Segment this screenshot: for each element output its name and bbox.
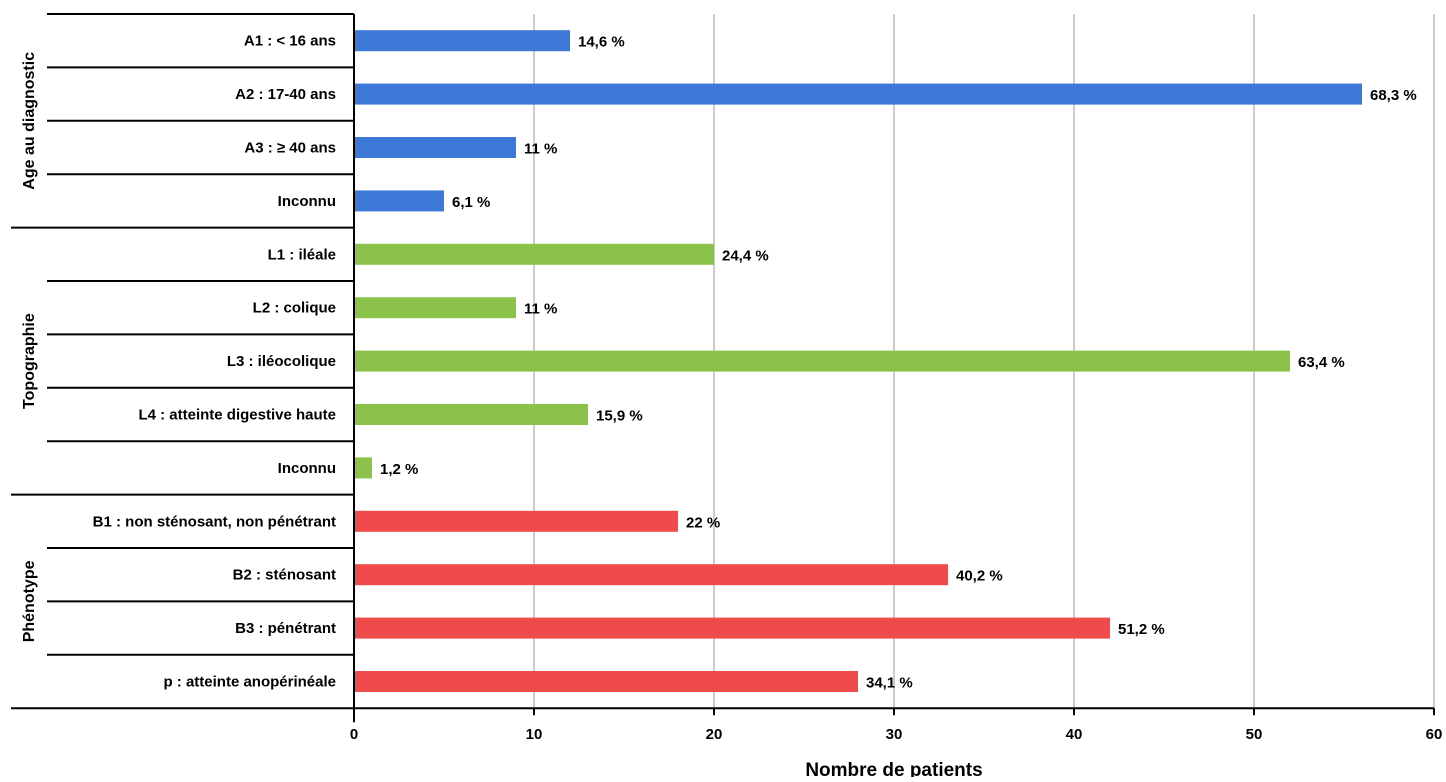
- category-label: B3 : pénétrant: [235, 620, 336, 637]
- bar: [354, 297, 516, 319]
- bar: [354, 83, 1362, 105]
- data-label: 6,1 %: [452, 194, 490, 211]
- category-label: B1 : non sténosant, non pénétrant: [93, 513, 336, 530]
- labels: A1 : < 16 ans 14,6 % A2 : 17-40 ans 68,3 % A…: [21, 33, 1442, 744]
- bar: [354, 30, 570, 52]
- data-label: 24,4 %: [722, 247, 769, 264]
- bars: [354, 30, 1362, 692]
- category-label: B2 : sténosant: [233, 567, 336, 584]
- category-label: L4 : atteinte digestive haute: [138, 407, 336, 424]
- data-label: 34,1 %: [866, 675, 913, 692]
- data-label: 63,4 %: [1298, 354, 1345, 371]
- bar: [354, 350, 1290, 372]
- bar: [354, 617, 1110, 639]
- x-axis-title: Nombre de patients: [805, 760, 982, 777]
- category-label: A3 : ≥ 40 ans: [244, 140, 336, 157]
- category-label: Inconnu: [278, 460, 336, 477]
- bar: [354, 137, 516, 158]
- group-label: Age au diagnostic: [21, 52, 38, 190]
- category-label: L2 : colique: [253, 300, 336, 317]
- bar: [354, 457, 372, 479]
- x-tick-label: 60: [1426, 726, 1443, 743]
- group-label: Phénotype: [21, 560, 38, 642]
- data-label: 11 %: [524, 301, 557, 318]
- data-label: 51,2 %: [1118, 621, 1165, 638]
- x-tick-label: 50: [1246, 726, 1263, 743]
- bar: [354, 190, 444, 212]
- data-label: 22 %: [686, 514, 720, 531]
- bar: [354, 671, 858, 692]
- data-label: 68,3 %: [1370, 87, 1417, 104]
- data-label: 11 %: [524, 141, 557, 158]
- category-label: L3 : iléocolique: [227, 353, 336, 370]
- category-label: L1 : iléale: [268, 246, 336, 263]
- bar: [354, 564, 948, 586]
- data-label: 40,2 %: [956, 568, 1003, 585]
- bar: [354, 404, 588, 425]
- category-label: A1 : < 16 ans: [244, 33, 336, 50]
- category-label: p : atteinte anopérinéale: [163, 674, 336, 691]
- bar: [354, 243, 714, 265]
- category-label: Inconnu: [278, 193, 336, 210]
- x-tick-label: 10: [526, 726, 543, 743]
- data-label: 14,6 %: [578, 34, 625, 51]
- x-tick-label: 40: [1066, 726, 1083, 743]
- data-label: 1,2 %: [380, 461, 418, 478]
- category-frame: [11, 13, 1435, 723]
- bar: [354, 510, 678, 532]
- x-tick-label: 20: [706, 726, 723, 743]
- category-label: A2 : 17-40 ans: [235, 86, 336, 103]
- data-label: 15,9 %: [596, 408, 643, 425]
- group-label: Topographie: [21, 313, 38, 409]
- x-tick-label: 30: [886, 726, 903, 743]
- x-tick-label: 0: [350, 726, 358, 743]
